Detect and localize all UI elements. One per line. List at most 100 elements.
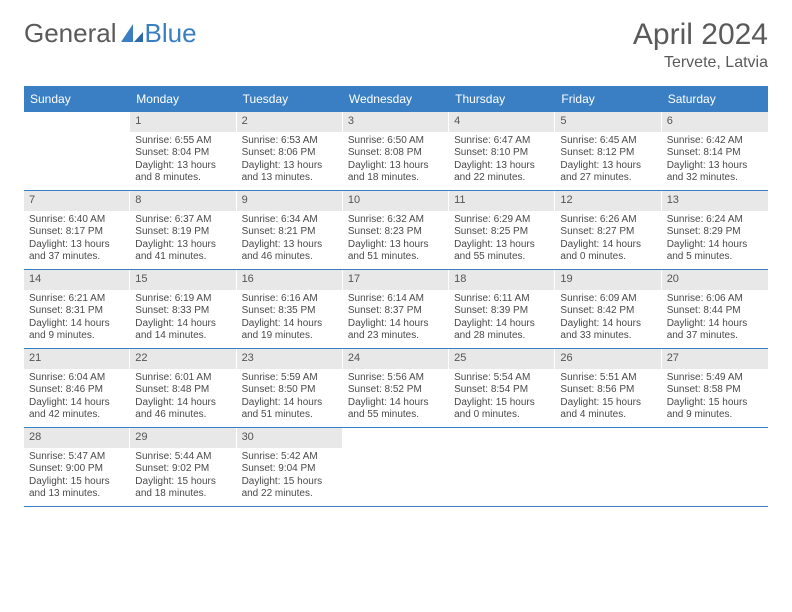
day-number: 26 bbox=[555, 349, 661, 369]
day-number: 5 bbox=[555, 112, 661, 132]
sunset: Sunset: 8:35 PM bbox=[242, 305, 338, 318]
daylight: Daylight: 14 hours and 51 minutes. bbox=[242, 397, 338, 422]
day-number: 21 bbox=[24, 349, 130, 369]
day-number: 11 bbox=[449, 191, 555, 211]
day-cell: 29Sunrise: 5:44 AMSunset: 9:02 PMDayligh… bbox=[130, 428, 236, 506]
weekday-label: Thursday bbox=[449, 86, 555, 112]
day-body: Sunrise: 6:50 AMSunset: 8:08 PMDaylight:… bbox=[343, 132, 449, 190]
daylight: Daylight: 13 hours and 22 minutes. bbox=[454, 160, 550, 185]
daylight: Daylight: 13 hours and 32 minutes. bbox=[667, 160, 763, 185]
day-cell: 9Sunrise: 6:34 AMSunset: 8:21 PMDaylight… bbox=[237, 191, 343, 269]
daylight: Daylight: 14 hours and 55 minutes. bbox=[348, 397, 444, 422]
month-title: April 2024 bbox=[633, 18, 768, 52]
day-cell: 1Sunrise: 6:55 AMSunset: 8:04 PMDaylight… bbox=[130, 112, 236, 190]
day-number: 18 bbox=[449, 270, 555, 290]
day-number: 15 bbox=[130, 270, 236, 290]
daylight: Daylight: 14 hours and 9 minutes. bbox=[29, 318, 125, 343]
day-body: Sunrise: 6:34 AMSunset: 8:21 PMDaylight:… bbox=[237, 211, 343, 269]
day-body: Sunrise: 6:55 AMSunset: 8:04 PMDaylight:… bbox=[130, 132, 236, 190]
sunset: Sunset: 8:46 PM bbox=[29, 384, 125, 397]
sunset: Sunset: 8:50 PM bbox=[242, 384, 338, 397]
day-number: 1 bbox=[130, 112, 236, 132]
day-body: Sunrise: 6:16 AMSunset: 8:35 PMDaylight:… bbox=[237, 290, 343, 348]
day-body: Sunrise: 6:42 AMSunset: 8:14 PMDaylight:… bbox=[662, 132, 768, 190]
sunset: Sunset: 8:33 PM bbox=[135, 305, 231, 318]
day-number: 17 bbox=[343, 270, 449, 290]
daylight: Daylight: 13 hours and 13 minutes. bbox=[242, 160, 338, 185]
day-cell: 13Sunrise: 6:24 AMSunset: 8:29 PMDayligh… bbox=[662, 191, 768, 269]
sunset: Sunset: 8:08 PM bbox=[348, 147, 444, 160]
day-number: 6 bbox=[662, 112, 768, 132]
sunrise: Sunrise: 6:55 AM bbox=[135, 135, 231, 148]
sunset: Sunset: 8:58 PM bbox=[667, 384, 763, 397]
daylight: Daylight: 15 hours and 22 minutes. bbox=[242, 476, 338, 501]
sail-icon bbox=[121, 18, 143, 49]
week-row: 14Sunrise: 6:21 AMSunset: 8:31 PMDayligh… bbox=[24, 270, 768, 349]
sunrise: Sunrise: 6:29 AM bbox=[454, 214, 550, 227]
sunrise: Sunrise: 6:37 AM bbox=[135, 214, 231, 227]
daylight: Daylight: 14 hours and 37 minutes. bbox=[667, 318, 763, 343]
daylight: Daylight: 13 hours and 41 minutes. bbox=[135, 239, 231, 264]
sunset: Sunset: 8:25 PM bbox=[454, 226, 550, 239]
sunset: Sunset: 8:31 PM bbox=[29, 305, 125, 318]
sunset: Sunset: 8:12 PM bbox=[560, 147, 656, 160]
location: Tervete, Latvia bbox=[633, 54, 768, 72]
sunrise: Sunrise: 5:56 AM bbox=[348, 372, 444, 385]
daylight: Daylight: 13 hours and 55 minutes. bbox=[454, 239, 550, 264]
day-body: Sunrise: 6:26 AMSunset: 8:27 PMDaylight:… bbox=[555, 211, 661, 269]
daylight: Daylight: 14 hours and 28 minutes. bbox=[454, 318, 550, 343]
sunrise: Sunrise: 6:32 AM bbox=[348, 214, 444, 227]
daylight: Daylight: 13 hours and 18 minutes. bbox=[348, 160, 444, 185]
day-body: Sunrise: 6:11 AMSunset: 8:39 PMDaylight:… bbox=[449, 290, 555, 348]
sunrise: Sunrise: 6:26 AM bbox=[560, 214, 656, 227]
day-cell: 11 Sunrise: 6:29 AMSunset: 8:25 PMDayligh… bbox=[449, 191, 555, 269]
sunrise: Sunrise: 6:09 AM bbox=[560, 293, 656, 306]
sunrise: Sunrise: 6:34 AM bbox=[242, 214, 338, 227]
day-body: Sunrise: 5:44 AMSunset: 9:02 PMDaylight:… bbox=[130, 448, 236, 506]
day-number: 29 bbox=[130, 428, 236, 448]
day-number: 23 bbox=[237, 349, 343, 369]
day-cell: 10Sunrise: 6:32 AMSunset: 8:23 PMDayligh… bbox=[343, 191, 449, 269]
day-body: Sunrise: 5:56 AMSunset: 8:52 PMDaylight:… bbox=[343, 369, 449, 427]
day-body: Sunrise: 5:47 AMSunset: 9:00 PMDaylight:… bbox=[24, 448, 130, 506]
sunset: Sunset: 8:10 PM bbox=[454, 147, 550, 160]
day-cell bbox=[662, 428, 768, 506]
day-cell: 27Sunrise: 5:49 AMSunset: 8:58 PMDayligh… bbox=[662, 349, 768, 427]
sunrise: Sunrise: 6:42 AM bbox=[667, 135, 763, 148]
daylight: Daylight: 14 hours and 23 minutes. bbox=[348, 318, 444, 343]
day-cell: 12Sunrise: 6:26 AMSunset: 8:27 PMDayligh… bbox=[555, 191, 661, 269]
day-cell: 28Sunrise: 5:47 AMSunset: 9:00 PMDayligh… bbox=[24, 428, 130, 506]
day-body: Sunrise: 5:42 AMSunset: 9:04 PMDaylight:… bbox=[237, 448, 343, 506]
sunset: Sunset: 8:21 PM bbox=[242, 226, 338, 239]
day-cell: 16Sunrise: 6:16 AMSunset: 8:35 PMDayligh… bbox=[237, 270, 343, 348]
day-number: 8 bbox=[130, 191, 236, 211]
daylight: Daylight: 13 hours and 37 minutes. bbox=[29, 239, 125, 264]
day-body: Sunrise: 6:53 AMSunset: 8:06 PMDaylight:… bbox=[237, 132, 343, 190]
day-cell: 14Sunrise: 6:21 AMSunset: 8:31 PMDayligh… bbox=[24, 270, 130, 348]
day-body: Sunrise: 6:14 AMSunset: 8:37 PMDaylight:… bbox=[343, 290, 449, 348]
weekday-header: Sunday Monday Tuesday Wednesday Thursday… bbox=[24, 86, 768, 112]
sunset: Sunset: 8:39 PM bbox=[454, 305, 550, 318]
day-cell: 30Sunrise: 5:42 AMSunset: 9:04 PMDayligh… bbox=[237, 428, 343, 506]
daylight: Daylight: 14 hours and 46 minutes. bbox=[135, 397, 231, 422]
day-number: 7 bbox=[24, 191, 130, 211]
sunrise: Sunrise: 5:49 AM bbox=[667, 372, 763, 385]
day-cell bbox=[343, 428, 449, 506]
day-cell bbox=[555, 428, 661, 506]
sunset: Sunset: 9:02 PM bbox=[135, 463, 231, 476]
daylight: Daylight: 15 hours and 9 minutes. bbox=[667, 397, 763, 422]
weekday-label: Sunday bbox=[24, 86, 130, 112]
sunrise: Sunrise: 6:14 AM bbox=[348, 293, 444, 306]
sunrise: Sunrise: 6:50 AM bbox=[348, 135, 444, 148]
day-cell: 26Sunrise: 5:51 AMSunset: 8:56 PMDayligh… bbox=[555, 349, 661, 427]
day-number: 9 bbox=[237, 191, 343, 211]
day-body: Sunrise: 5:59 AMSunset: 8:50 PMDaylight:… bbox=[237, 369, 343, 427]
day-body: Sunrise: 6:01 AMSunset: 8:48 PMDaylight:… bbox=[130, 369, 236, 427]
day-body: Sunrise: 6:40 AMSunset: 8:17 PMDaylight:… bbox=[24, 211, 130, 269]
day-number: 30 bbox=[237, 428, 343, 448]
sunset: Sunset: 8:19 PM bbox=[135, 226, 231, 239]
sunrise: Sunrise: 6:47 AM bbox=[454, 135, 550, 148]
day-body: Sunrise: 6:09 AMSunset: 8:42 PMDaylight:… bbox=[555, 290, 661, 348]
calendar: Sunday Monday Tuesday Wednesday Thursday… bbox=[24, 86, 768, 507]
day-body: Sunrise: 6:19 AMSunset: 8:33 PMDaylight:… bbox=[130, 290, 236, 348]
